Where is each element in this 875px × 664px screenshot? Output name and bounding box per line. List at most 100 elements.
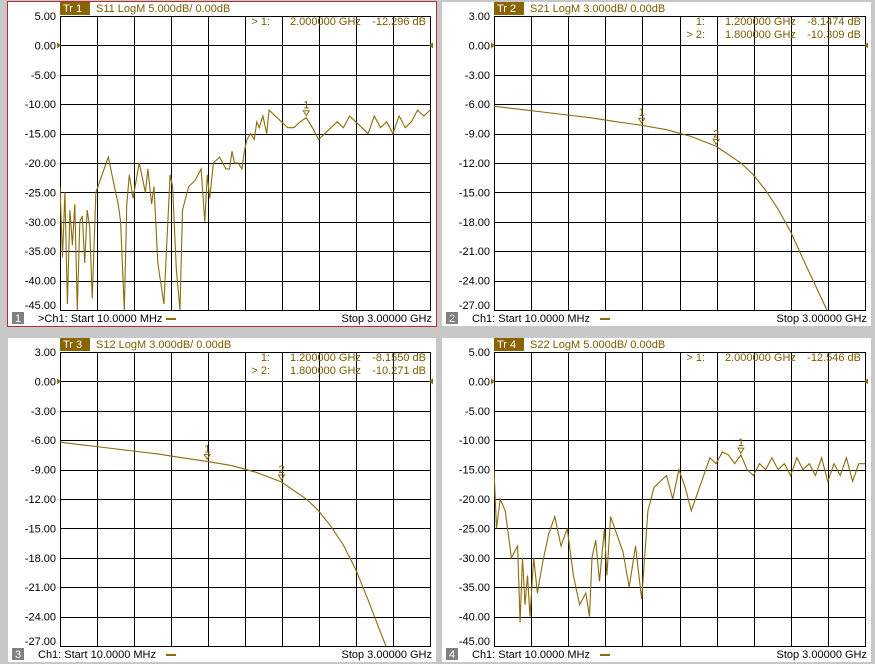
trace-panel-1[interactable]: 5.00 0.00 -5.00 -10.00 -15.00 -20.00 -25.00 -30…	[7, 1, 437, 327]
marker-readout-prefix: > 1:	[686, 352, 705, 364]
stop-freq-label[interactable]: Stop 3.00000 GHz	[341, 649, 432, 661]
y-tick-label: -24.00	[459, 276, 490, 288]
channel-number: 3	[15, 649, 21, 661]
channel-number: 2	[449, 313, 455, 325]
trace-line	[60, 108, 430, 310]
stop-freq-label[interactable]: Stop 3.00000 GHz	[776, 649, 867, 661]
marker-readout-value: -10.309 dB	[807, 29, 861, 41]
marker-1-triangle[interactable]	[637, 117, 646, 125]
marker-1-triangle[interactable]	[203, 453, 212, 461]
y-tick-label: -35.00	[25, 246, 56, 258]
ref-level-arrow-left[interactable]	[491, 378, 495, 385]
marker-readout-freq: 1.200000 GHz	[290, 352, 361, 364]
marker-readout-prefix: 1:	[696, 16, 705, 28]
channel-number-box[interactable]	[446, 648, 458, 660]
trace-line	[60, 441, 387, 646]
marker-readout-prefix: > 2:	[686, 29, 705, 41]
grid	[60, 352, 430, 646]
trace-panel-4[interactable]: 5.00 0.00 -5.00 -10.00 -15.00 -20.00 -25.00 -30…	[442, 338, 871, 662]
grid	[60, 16, 430, 310]
marker-readout-value: -10.271 dB	[372, 365, 426, 377]
y-tick-label: -25.00	[25, 187, 56, 199]
ref-level-arrow-left[interactable]	[57, 42, 61, 49]
trace-params[interactable]: S12 LogM 3.000dB/ 0.00dB	[96, 339, 231, 351]
channel-number-box[interactable]	[446, 312, 458, 324]
channel-number: 4	[449, 649, 455, 661]
y-tick-label: -15.00	[25, 523, 56, 535]
y-tick-label: -40.00	[25, 276, 56, 288]
ref-level-arrow-right[interactable]	[429, 42, 433, 49]
grid	[494, 16, 865, 310]
channel-number-box[interactable]	[12, 648, 24, 660]
y-tick-label: -18.00	[25, 553, 56, 565]
start-freq-label[interactable]: >Ch1: Start 10.0000 MHz	[38, 313, 162, 325]
plot-frame	[60, 16, 431, 311]
ref-level-arrow-right[interactable]	[864, 378, 868, 385]
trace-params[interactable]: S22 LogM 5.000dB/ 0.00dB	[530, 339, 665, 351]
y-tick-label: -15.00	[459, 187, 490, 199]
ref-level-arrow-right[interactable]	[429, 378, 433, 385]
y-tick-label: -21.00	[25, 582, 56, 594]
marker-1-triangle[interactable]	[737, 447, 745, 455]
trace-label-box[interactable]	[494, 338, 524, 351]
y-tick-label: -12.00	[459, 158, 490, 170]
chart-3: 3.00 0.00 -3.00 -6.00 -9.00 -12.00 -15.00 -18.0…	[12, 338, 433, 661]
y-tick-label: -10.00	[459, 435, 490, 447]
channel-number: 1	[15, 313, 21, 325]
trace-label: Tr 1	[63, 3, 82, 15]
y-tick-label: 5.00	[35, 11, 56, 23]
plot-frame	[60, 352, 431, 647]
marker-readout-value: -12.546 dB	[807, 352, 861, 364]
channel-number-box[interactable]	[12, 312, 24, 324]
y-tick-label: -6.00	[465, 99, 490, 111]
ref-level-arrow-right[interactable]	[864, 42, 868, 49]
marker-2-label: 2	[279, 464, 285, 476]
y-tick-label: -15.00	[459, 465, 490, 477]
marker-readout-prefix: 1:	[261, 352, 270, 364]
marker-readout-value: -8.1474 dB	[807, 16, 861, 28]
marker-readout-freq: 2.000000 GHz	[290, 16, 361, 28]
start-freq-label[interactable]: Ch1: Start 10.0000 MHz	[38, 649, 156, 661]
trace-panel-3[interactable]: 3.00 0.00 -3.00 -6.00 -9.00 -12.00 -15.00 -18.0…	[8, 338, 436, 662]
trace-label: Tr 4	[497, 339, 516, 351]
stop-freq-label[interactable]: Stop 3.00000 GHz	[341, 313, 432, 325]
trace-label-box[interactable]	[494, 2, 524, 15]
y-tick-label: -5.00	[465, 406, 490, 418]
y-tick-label: -10.00	[25, 99, 56, 111]
marker-readout-value: -12.296 dB	[372, 16, 426, 28]
marker-2-label: 2	[713, 128, 719, 140]
start-freq-label[interactable]: Ch1: Start 10.0000 MHz	[472, 649, 590, 661]
y-tick-label: -30.00	[459, 553, 490, 565]
y-tick-label: -35.00	[459, 582, 490, 594]
chart-4: 5.00 0.00 -5.00 -10.00 -15.00 -20.00 -25.00 -30…	[446, 338, 868, 661]
marker-2-triangle[interactable]	[277, 474, 286, 482]
plot-frame	[494, 16, 866, 311]
y-tick-label: -12.00	[25, 494, 56, 506]
ref-level-arrow-left[interactable]	[57, 378, 61, 385]
stop-freq-label[interactable]: Stop 3.00000 GHz	[776, 313, 867, 325]
y-tick-label: -27.00	[459, 300, 490, 312]
y-tick-label: -25.00	[459, 523, 490, 535]
y-tick-label: -45.00	[459, 636, 490, 648]
marker-readout-value: -8.1550 dB	[372, 352, 426, 364]
y-tick-label: -5.00	[31, 70, 56, 82]
trace-label-box[interactable]	[60, 2, 90, 15]
y-tick-label: -30.00	[25, 217, 56, 229]
start-freq-label[interactable]: Ch1: Start 10.0000 MHz	[472, 313, 590, 325]
marker-1-label: 1	[204, 443, 210, 455]
plot-frame	[494, 352, 866, 647]
y-tick-label: -18.00	[459, 217, 490, 229]
y-tick-label: -3.00	[31, 406, 56, 418]
y-tick-label: 0.00	[35, 40, 56, 52]
marker-readout-freq: 1.800000 GHz	[290, 365, 361, 377]
marker-1-triangle[interactable]	[302, 110, 311, 117]
ref-level-arrow-left[interactable]	[491, 42, 495, 49]
y-tick-label: 0.00	[469, 40, 490, 52]
marker-2-triangle[interactable]	[712, 138, 720, 146]
trace-params[interactable]: S11 LogM 5.000dB/ 0.00dB	[96, 3, 230, 15]
trace-panel-2[interactable]: 3.00 0.00 -3.00 -6.00 -9.00 -12.00 -15.00 -18.0…	[442, 2, 871, 326]
trace-params[interactable]: S21 LogM 3.000dB/ 0.00dB	[530, 3, 665, 15]
y-tick-label: -24.00	[25, 612, 56, 624]
trace-label-box[interactable]	[60, 338, 90, 351]
y-tick-label: -20.00	[25, 158, 56, 170]
